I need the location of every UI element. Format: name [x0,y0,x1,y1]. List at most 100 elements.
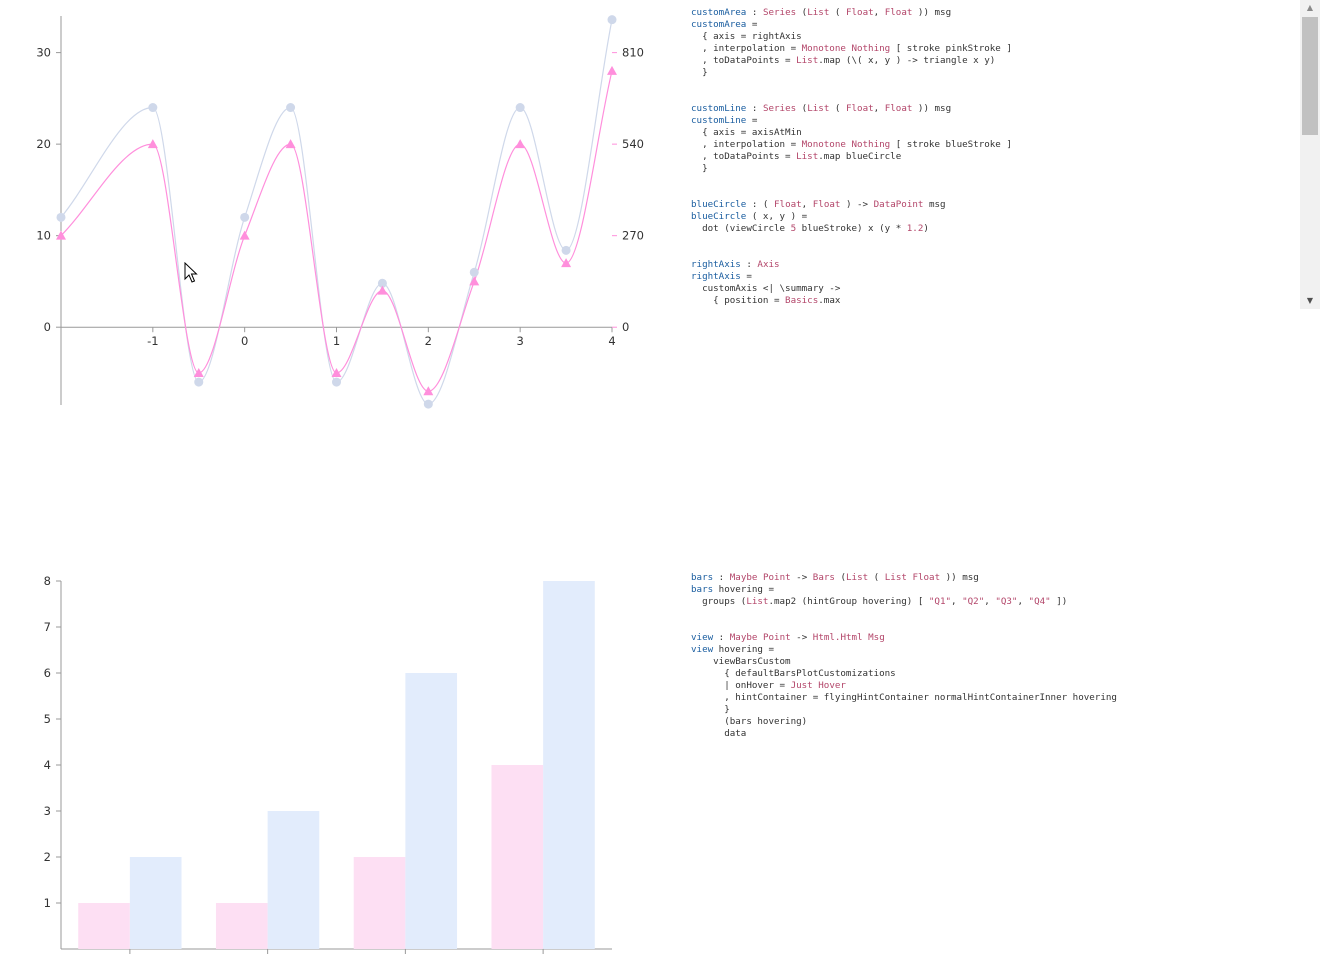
code-token: dot (viewCircle [691,223,791,234]
x-tick-label: 3 [517,334,524,348]
code-token: Html.Html [812,632,863,643]
data-point-triangle [239,230,250,240]
code-token: Maybe [729,572,758,583]
code-token: "Q2" [962,596,985,607]
code-token: ) -> [840,199,874,210]
data-point-circle [607,15,617,25]
code-block: customArea : Series (List ( Float, Float… [691,7,1296,79]
scroll-down-arrow-icon[interactable]: ▼ [1306,296,1314,305]
data-point-triangle [285,139,296,149]
code-line: data [691,728,1311,740]
code-token: , hintContainer = flyingHintContainer no… [691,692,1117,703]
code-token: Float [845,103,874,114]
code-line: customLine : Series (List ( Float, Float… [691,103,1296,115]
code-token: ( x, y ) = [746,211,808,222]
data-point-triangle [331,367,342,377]
code-token: ( [868,572,885,583]
code-line: view : Maybe Point -> Html.Html Msg [691,632,1311,644]
code-token: rightAxis [691,271,741,282]
code-token: )) msg [912,103,952,114]
code-token: = [746,19,758,30]
code-token: customArea [691,7,747,18]
code-token: } [691,67,708,78]
code-token: , interpolation = [691,43,802,54]
data-point-circle [286,103,296,113]
y-tick-label: 0 [44,320,51,334]
code-token: blueCircle [691,199,747,210]
code-line: , hintContainer = flyingHintContainer no… [691,692,1311,704]
code-line: customLine = [691,115,1296,127]
scrollbar-thumb[interactable] [1302,17,1318,135]
code-token: ( [834,572,846,583]
code-token: { defaultBarsPlotCustomizations [691,668,896,679]
code-block: rightAxis : Axis rightAxis = customAxis <… [691,259,1296,307]
bar-q3-series-2 [405,673,458,949]
code-token: "Q1" [928,596,952,607]
code-token: Basics [785,295,819,306]
code-token: List [796,55,819,66]
code-scrollbar[interactable]: ▲ ▼ [1300,0,1320,309]
code-token: = [740,271,752,282]
data-point-circle [469,267,479,277]
code-line: { axis = rightAxis [691,31,1296,43]
code-token: Float [912,572,941,583]
y-tick-label: 10 [36,229,51,243]
bar-q1-series-1 [78,903,130,949]
code-token: Float [812,199,841,210]
code-token: customLine [691,115,747,126]
code-line: | onHover = Just Hover [691,680,1311,692]
code-token: view [691,632,714,643]
data-point-triangle [377,285,388,295]
code-token: 1.2 [906,223,924,234]
code-token: customLine [691,103,747,114]
code-token: , [951,596,963,607]
data-point-triangle [56,230,66,240]
code-token: List [884,572,907,583]
y-tick-label: 3 [44,804,51,818]
data-point-circle [148,103,158,113]
code-block: blueCircle : ( Float, Float ) -> DataPoi… [691,199,1296,235]
code-line: bars : Maybe Point -> Bars (List ( List … [691,572,1311,584]
code-token: List [746,596,769,607]
code-token: : [713,632,730,643]
code-line: viewBarsCustom [691,656,1311,668]
code-token: , [873,7,885,18]
code-token: { axis = axisAtMin [691,127,802,138]
code-line: customAxis <| \summary -> [691,283,1296,295]
code-token: groups ( [691,596,747,607]
code-token: blueStroke) x (y * [796,223,907,234]
data-point-circle [377,278,387,288]
code-token: ) [923,223,929,234]
data-point-circle [240,212,250,222]
code-token: : [746,103,763,114]
code-line: { position = Basics.max [691,295,1296,307]
bar-q1-series-2 [129,857,182,949]
code-token: , toDataPoints = [691,151,797,162]
line-chart: 0 10 20 30 -1 0 1 2 3 4 0 270 540 810 [0,0,660,420]
code-line: , toDataPoints = List.map (\( x, y ) -> … [691,55,1296,67]
mouse-pointer-icon [184,262,198,283]
code-line: blueCircle ( x, y ) = [691,211,1296,223]
code-token: } [691,704,730,715]
scroll-up-arrow-icon[interactable]: ▲ [1306,3,1314,12]
bar-chart: 1 2 3 4 5 6 7 8 [0,565,660,954]
code-token: , [873,103,885,114]
code-token: rightAxis [691,259,741,270]
code-token: Point [762,632,791,643]
code-token: 5 [790,223,797,234]
code-token: Maybe [729,632,758,643]
code-token: Float [884,7,913,18]
code-token: | onHover = [691,680,791,691]
code-token: Just [790,680,813,691]
code-line: } [691,704,1311,716]
code-token: .max [818,295,841,306]
code-token: : [713,572,730,583]
code-token: Nothing [851,43,891,54]
code-snippet-top: customArea : Series (List ( Float, Float… [691,7,1296,309]
code-token: (bars hovering) [691,716,808,727]
bar-chart-svg: 1 2 3 4 5 6 7 8 [44,574,612,954]
code-line: groups (List.map2 (hintGroup hovering) [… [691,596,1311,608]
code-token: view [691,644,714,655]
bar-q4-series-1 [491,765,544,949]
